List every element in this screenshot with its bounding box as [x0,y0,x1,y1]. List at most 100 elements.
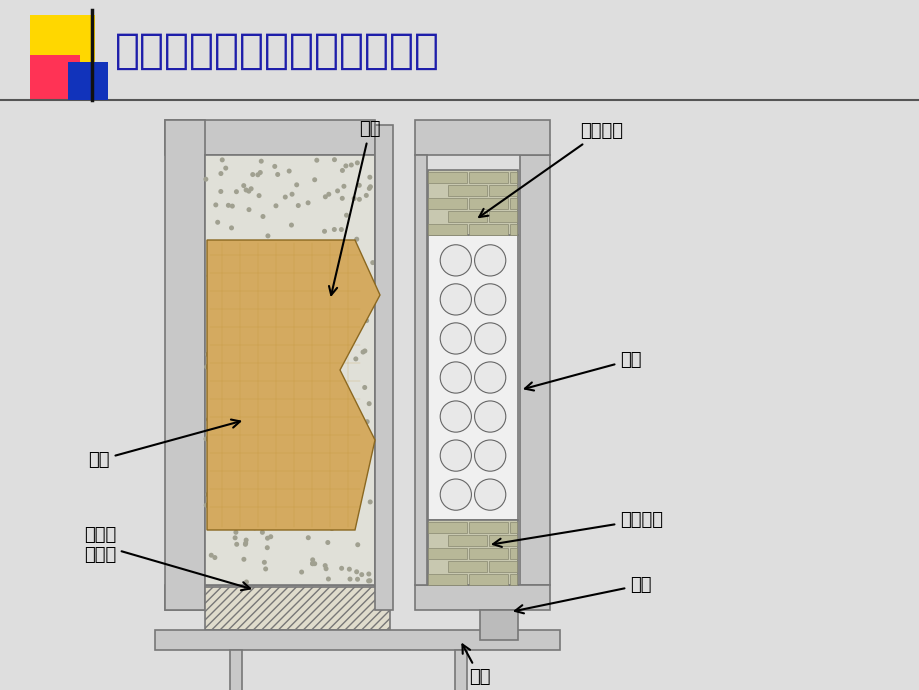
Bar [448,561,487,572]
Circle shape [290,246,296,250]
Circle shape [306,522,311,526]
Circle shape [226,501,231,506]
Circle shape [222,423,228,428]
Bar [414,155,426,585]
Bar [469,522,507,533]
Circle shape [353,314,357,319]
Circle shape [257,275,263,280]
Circle shape [248,186,254,191]
Circle shape [226,203,231,208]
Bar [375,125,392,610]
Circle shape [275,404,280,408]
Circle shape [439,401,471,432]
Circle shape [314,454,319,459]
Circle shape [367,578,372,583]
Polygon shape [207,240,380,530]
Bar [427,224,467,235]
Circle shape [295,420,301,425]
Bar [427,548,467,559]
Circle shape [439,479,471,510]
Circle shape [325,576,331,582]
Circle shape [286,508,290,513]
Circle shape [268,534,273,539]
Circle shape [208,506,213,511]
Circle shape [368,184,372,189]
Text: 线材: 线材 [525,351,641,391]
Circle shape [439,362,471,393]
Circle shape [287,168,291,174]
Bar [509,574,516,585]
Circle shape [474,284,505,315]
Circle shape [289,192,294,197]
Bar [414,585,550,610]
Circle shape [325,540,330,545]
Circle shape [364,318,369,323]
Circle shape [297,506,301,511]
Circle shape [222,259,227,264]
Circle shape [474,362,505,393]
Circle shape [265,545,269,550]
Circle shape [256,279,262,284]
Circle shape [339,387,345,392]
Circle shape [230,204,234,208]
Circle shape [305,535,311,540]
Circle shape [257,498,262,503]
Circle shape [288,337,292,342]
Circle shape [250,477,255,482]
Circle shape [254,353,259,357]
Circle shape [227,370,232,375]
Circle shape [339,566,344,571]
Circle shape [301,348,305,353]
Circle shape [213,202,218,208]
Circle shape [319,276,323,281]
Circle shape [218,189,223,194]
Bar [469,172,507,183]
Circle shape [254,452,259,457]
Circle shape [363,193,369,198]
Circle shape [293,399,299,404]
Circle shape [310,561,315,566]
Bar [489,185,516,196]
Circle shape [355,577,359,582]
Circle shape [323,566,328,571]
Circle shape [256,193,261,198]
Bar [489,211,516,222]
Circle shape [341,516,346,521]
Circle shape [205,492,210,497]
Circle shape [215,400,221,405]
Circle shape [255,172,260,177]
Circle shape [236,496,241,501]
Circle shape [349,306,354,310]
Circle shape [266,233,270,238]
Circle shape [332,227,336,232]
Circle shape [220,157,224,162]
Circle shape [233,471,238,476]
Text: 磁芯固
定胶带: 磁芯固 定胶带 [84,526,250,590]
Circle shape [290,274,295,279]
Circle shape [255,484,260,489]
Circle shape [286,422,291,427]
Circle shape [341,184,346,189]
Circle shape [286,417,291,422]
Circle shape [326,518,332,524]
Circle shape [203,436,209,442]
Circle shape [317,493,323,498]
Circle shape [311,521,315,526]
Bar [448,211,487,222]
Bar [448,185,487,196]
Circle shape [313,473,318,478]
Circle shape [316,320,322,325]
Circle shape [315,354,320,359]
Bar [205,155,375,585]
Circle shape [244,188,248,193]
Circle shape [357,272,363,277]
Circle shape [208,369,212,374]
Circle shape [311,455,315,460]
Circle shape [306,500,312,506]
Circle shape [347,577,352,582]
Circle shape [241,404,245,408]
Circle shape [354,426,359,431]
Circle shape [439,245,471,276]
Circle shape [294,182,299,187]
Circle shape [263,333,268,338]
